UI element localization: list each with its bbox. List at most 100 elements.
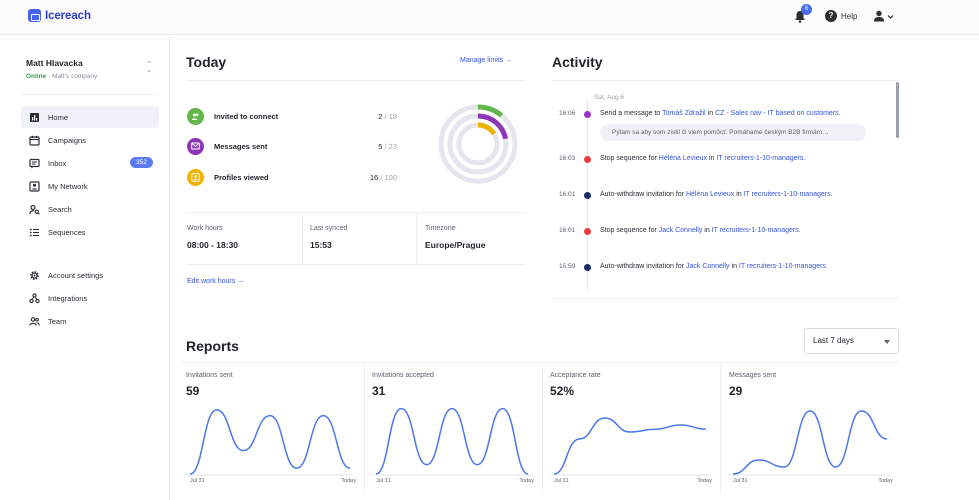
arrow-right-icon: → xyxy=(237,278,245,285)
sidebar-item-label: Integrations xyxy=(48,293,88,303)
report-line-chart xyxy=(550,417,710,476)
sidebar-item-integrations[interactable]: Integrations xyxy=(21,287,159,309)
help-icon: ? xyxy=(825,10,837,22)
report-card: Messages sent 29 Jul 31 Today xyxy=(729,364,899,494)
campaign-link[interactable]: IT recruiters-1-10-managers. xyxy=(711,226,801,234)
logo[interactable]: Icereach xyxy=(28,9,91,22)
sidebar-item-my-network[interactable]: My Network xyxy=(21,175,159,197)
activity-time: 16:01 xyxy=(559,227,576,234)
online-status: Online xyxy=(26,73,47,80)
limit-current: 5 xyxy=(378,141,383,151)
gear-icon xyxy=(30,270,39,280)
person-search-icon xyxy=(29,204,40,215)
x-tick-label: Today xyxy=(519,478,534,484)
chart-bars-icon xyxy=(30,112,39,122)
calendar-icon xyxy=(29,135,40,146)
caret-down-icon xyxy=(884,340,890,344)
timezone-box: Timezone Europe/Prague xyxy=(425,214,525,264)
report-total: 29 xyxy=(729,384,743,398)
daily-limits-ring-chart xyxy=(438,104,518,184)
activity-time: 16:06 xyxy=(559,110,576,117)
sidebar-item-sequences[interactable]: Sequences xyxy=(21,221,159,243)
limit-count: 2 / 18 xyxy=(378,112,397,121)
contact-link[interactable]: Tomáš Zdražil xyxy=(662,109,706,117)
ring-progress xyxy=(447,113,509,175)
account-switcher-icon[interactable]: ⌃ ⌄ xyxy=(146,61,152,74)
inbox-count-badge: 352 xyxy=(130,157,153,168)
date-range-value: Last 7 days xyxy=(813,336,854,345)
divider xyxy=(416,214,417,264)
activity-connector: in xyxy=(729,262,739,270)
manage-limits-link[interactable]: Manage limits → xyxy=(460,57,512,64)
limit-current: 16 xyxy=(369,172,379,182)
sidebar-item-label: My Network xyxy=(48,181,88,191)
date-range-select[interactable]: Last 7 days xyxy=(804,328,899,354)
contact-link[interactable]: Héléna Levieux xyxy=(685,190,735,198)
report-card: Invitations sent 59 Jul 31 Today xyxy=(186,364,362,494)
series-line xyxy=(375,407,529,475)
sidebar-item-team[interactable]: Team xyxy=(21,310,159,332)
activity-action: Auto-withdraw invitation for xyxy=(600,262,686,270)
activity-action: Stop sequence for xyxy=(600,226,659,234)
list-icon xyxy=(29,228,39,236)
activity-date: Sat, Aug 6 xyxy=(594,94,624,101)
activity-title: Activity xyxy=(552,54,603,70)
divider xyxy=(186,80,526,81)
sidebar-item-label: Campaigns xyxy=(48,135,86,145)
report-total: 52% xyxy=(550,384,575,398)
contact-link[interactable]: Héléna Levieux xyxy=(658,154,708,162)
last-synced-value: 15:53 xyxy=(310,240,332,250)
limit-row-invited: Invited to connect 2 / 18 xyxy=(187,106,397,126)
activity-text: Stop sequence for Héléna Levieux in IT r… xyxy=(600,155,805,162)
edit-work-hours-label: Edit work hours xyxy=(187,278,236,285)
sidebar-item-search[interactable]: Search xyxy=(21,198,159,220)
campaign-link[interactable]: IT recruiters-1-10-managers. xyxy=(716,154,806,162)
divider xyxy=(302,214,303,264)
activity-connector: in xyxy=(734,190,744,198)
limit-current: 2 xyxy=(378,111,383,121)
activity-connector: in xyxy=(707,154,717,162)
sidebar: Matt Hlavacka Online · Matt's company ⌃ ⌄… xyxy=(0,36,170,500)
report-total: 59 xyxy=(186,384,200,398)
activity-text: Auto-withdraw invitation for Jack Connel… xyxy=(600,263,828,270)
divider xyxy=(180,362,900,363)
edit-work-hours-link[interactable]: Edit work hours → xyxy=(187,278,244,285)
activity-action: Auto-withdraw invitation for xyxy=(600,190,686,198)
app-name: Icereach xyxy=(45,9,91,22)
campaign-link[interactable]: CZ - Sales nav - IT based on customers. xyxy=(715,109,841,117)
envelope-icon xyxy=(187,137,204,155)
series-line xyxy=(553,417,707,475)
inbox-icon xyxy=(29,158,40,168)
campaign-link[interactable]: IT recruiters-1-10-managers. xyxy=(743,190,833,198)
timezone-value: Europe/Prague xyxy=(425,240,486,250)
contact-link[interactable]: Jack Connelly xyxy=(685,262,730,270)
status-separator: · xyxy=(48,73,53,80)
x-tick-label: Jul 31 xyxy=(733,478,748,484)
divider xyxy=(22,94,157,95)
report-title: Acceptance rate xyxy=(550,372,601,379)
ring-progress xyxy=(456,122,500,166)
report-title: Invitations accepted xyxy=(372,372,434,379)
user-menu-button[interactable] xyxy=(873,10,894,22)
message-preview[interactable]: Pýtam sa aby som zistil či viem pomôcť. … xyxy=(600,124,866,141)
sidebar-item-home[interactable]: Home xyxy=(21,106,159,128)
limit-label: Invited to connect xyxy=(214,111,279,121)
report-total: 31 xyxy=(372,384,386,398)
activity-connector: in xyxy=(702,226,712,234)
activity-text: Send a message to Tomáš Zdražil in CZ - … xyxy=(600,110,841,117)
divider xyxy=(720,364,721,494)
contact-link[interactable]: Jack Connelly xyxy=(658,226,703,234)
campaign-link[interactable]: IT recruiters-1-10-managers. xyxy=(738,262,828,270)
sidebar-item-account-settings[interactable]: Account settings xyxy=(21,264,159,286)
sidebar-item-inbox[interactable]: Inbox 352 xyxy=(21,152,159,174)
reports-title: Reports xyxy=(186,338,239,354)
account-name: Matt Hlavacka xyxy=(26,58,83,68)
report-card: Invitations accepted 31 Jul 31 Today xyxy=(372,364,540,494)
activity-scrollbar[interactable] xyxy=(896,82,899,138)
activity-time: 16:01 xyxy=(559,191,576,198)
integrations-icon xyxy=(29,292,40,303)
activity-text: Auto-withdraw invitation for Héléna Levi… xyxy=(600,191,833,198)
sidebar-item-campaigns[interactable]: Campaigns xyxy=(21,129,159,151)
help-button[interactable]: ? Help xyxy=(825,10,857,22)
sidebar-item-label: Search xyxy=(48,204,72,214)
